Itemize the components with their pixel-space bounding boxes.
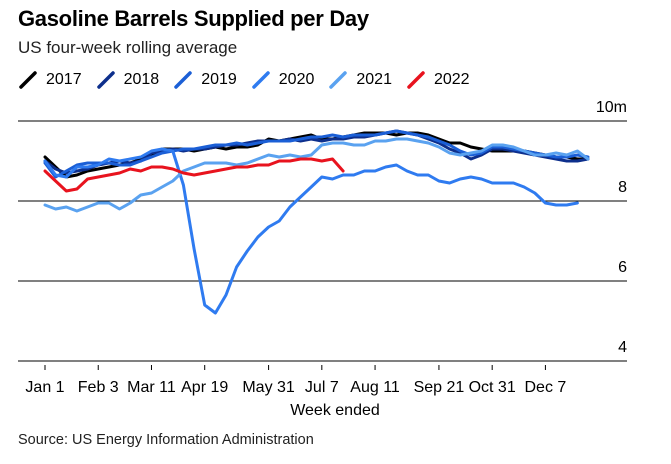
legend-item-2020: 2020 bbox=[251, 70, 315, 90]
chart-subtitle: US four-week rolling average bbox=[18, 38, 238, 57]
x-axis-label: Week ended bbox=[290, 402, 380, 419]
legend-item-2018: 2018 bbox=[96, 70, 160, 90]
legend-swatch-icon bbox=[96, 70, 116, 90]
legend-label: 2019 bbox=[201, 71, 237, 88]
legend-swatch-icon bbox=[328, 70, 348, 90]
series-line-2022 bbox=[43, 157, 345, 193]
legend-swatch-icon bbox=[406, 70, 426, 90]
legend-swatch-icon bbox=[251, 70, 271, 90]
series-line-2020 bbox=[43, 147, 579, 315]
y-tick-label: 10m bbox=[596, 99, 627, 116]
legend-item-2021: 2021 bbox=[328, 70, 392, 90]
y-tick-label: 4 bbox=[618, 339, 627, 356]
legend-swatch-icon bbox=[18, 70, 38, 90]
x-tick-label: Aug 11 bbox=[350, 379, 400, 396]
legend-swatch-icon bbox=[173, 70, 193, 90]
x-tick-label: Jan 1 bbox=[25, 379, 64, 396]
legend-item-2017: 2017 bbox=[18, 70, 82, 90]
x-tick-label: Mar 11 bbox=[127, 379, 176, 396]
legend-label: 2022 bbox=[433, 71, 470, 88]
x-tick-label: Feb 3 bbox=[78, 379, 119, 396]
series-line-2019 bbox=[43, 129, 590, 179]
legend-label: 2017 bbox=[46, 71, 82, 88]
legend-label: 2020 bbox=[278, 71, 315, 88]
legend-label: 2018 bbox=[123, 71, 160, 88]
chart-title: Gasoline Barrels Supplied per Day bbox=[18, 6, 369, 31]
source-note: Source: US Energy Information Administra… bbox=[18, 432, 314, 448]
y-tick-label: 6 bbox=[618, 259, 627, 276]
legend-label: 2021 bbox=[356, 71, 392, 88]
x-tick-label: Dec 7 bbox=[525, 379, 567, 396]
legend-item-2022: 2022 bbox=[406, 70, 470, 90]
x-tick-label: Oct 31 bbox=[469, 379, 516, 396]
x-tick-label: May 31 bbox=[242, 379, 295, 396]
x-tick-label: Jul 7 bbox=[305, 379, 339, 396]
x-tick-label: Sep 21 bbox=[414, 379, 465, 396]
series-line-2021 bbox=[43, 137, 590, 213]
legend: 2017 2018 2019 2020 2021 2022 bbox=[18, 70, 470, 90]
legend-item-2019: 2019 bbox=[173, 70, 237, 90]
x-tick-label: Apr 19 bbox=[181, 379, 228, 396]
y-tick-label: 8 bbox=[618, 179, 627, 196]
